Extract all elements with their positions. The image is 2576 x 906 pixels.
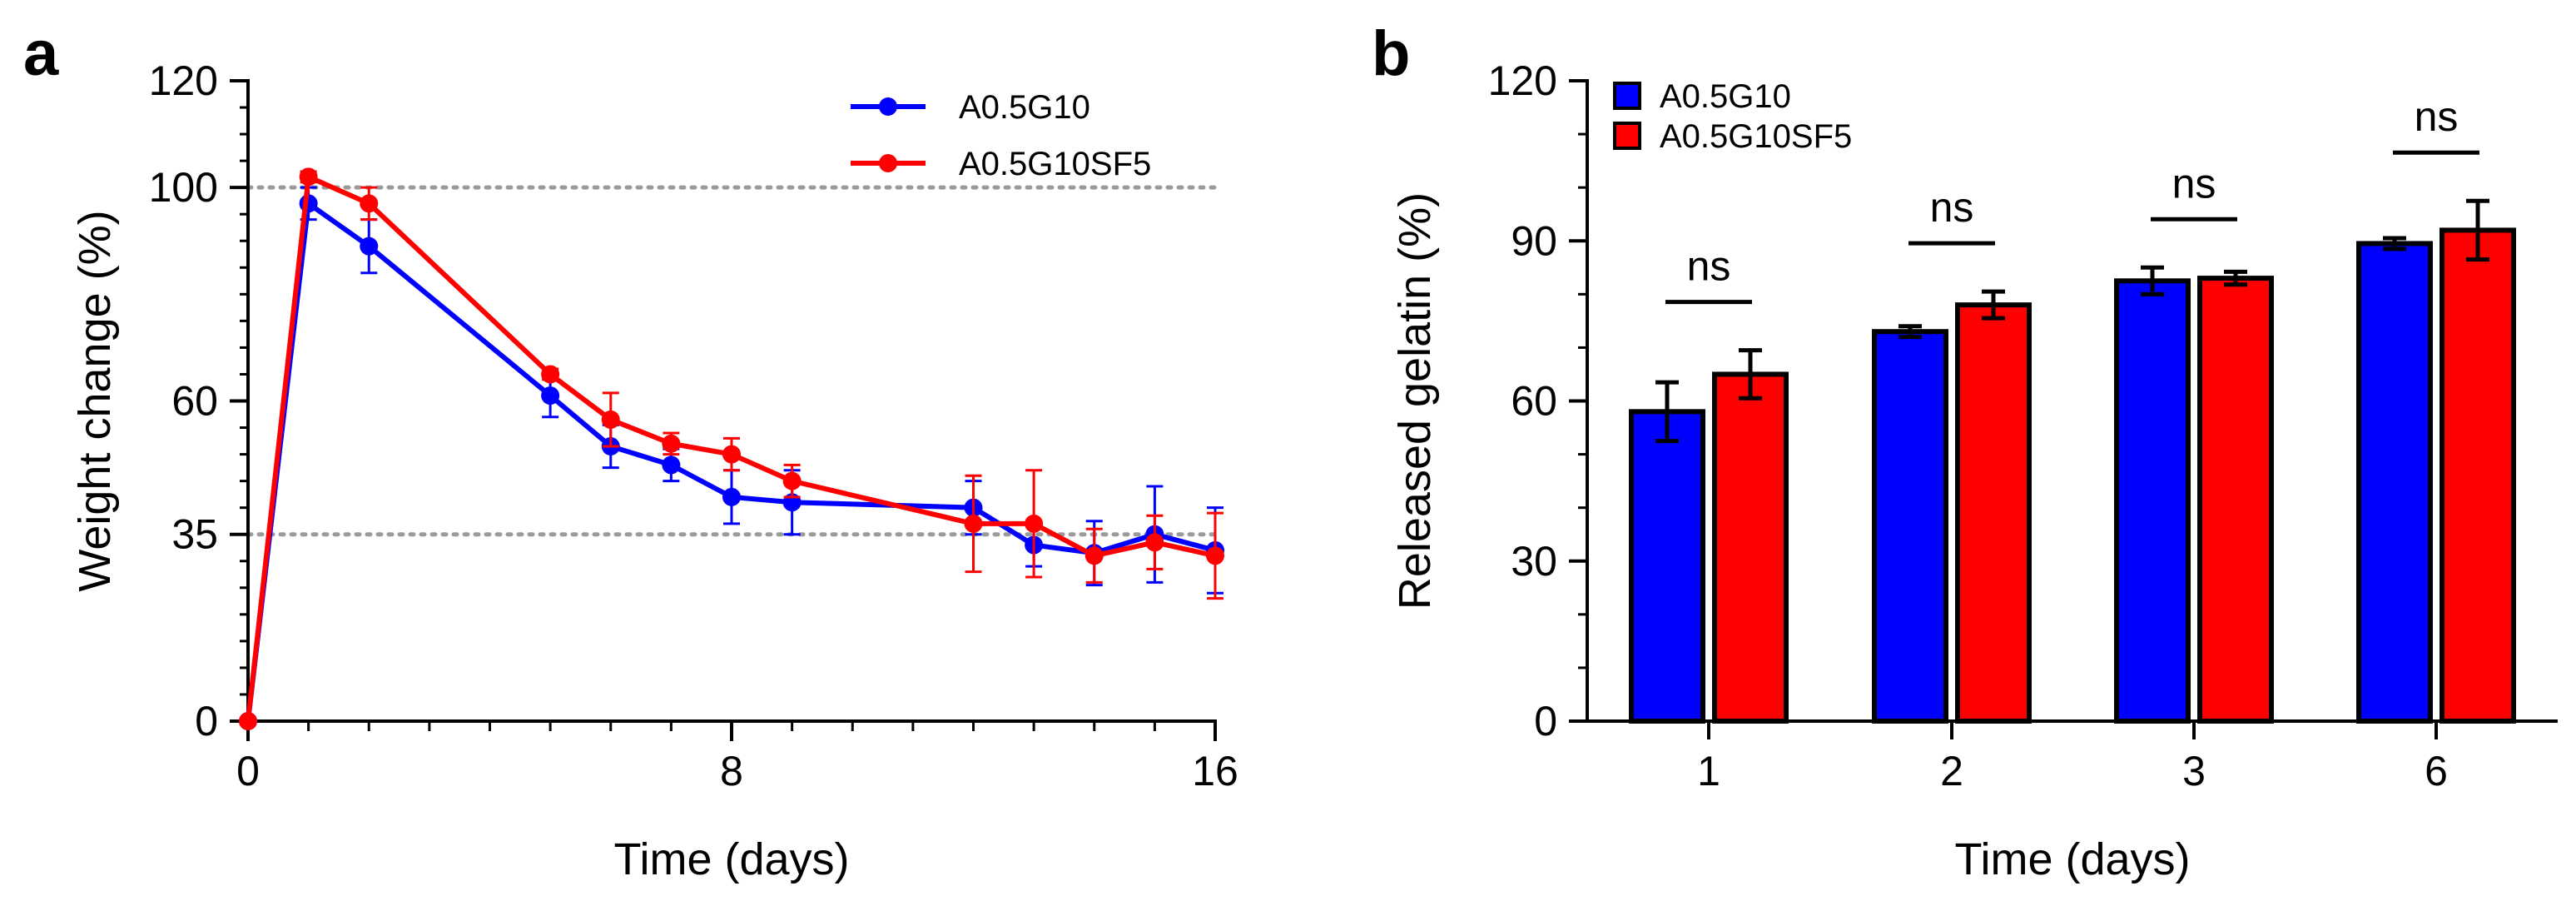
significance-label-day-6: ns xyxy=(2415,93,2459,140)
data-point xyxy=(722,445,741,464)
panel-b-legend: A0.5G10 A0.5G10SF5 xyxy=(1613,78,1852,155)
bar-a0-5g10sf5-day-2 xyxy=(1955,302,2032,724)
bar-a0-5g10sf5-day-1 xyxy=(1712,371,1789,724)
y-tick-label-60: 60 xyxy=(1511,378,1557,425)
panel-a-y-axis-title: Weight change (%) xyxy=(70,210,120,591)
panel-b-letter: b xyxy=(1372,18,1410,89)
y-tick-label-35: 35 xyxy=(171,511,218,558)
panel-b-released-gelatin-chart: 0 30 60 90 120 1 2 3 6 ns ns ns ns Released gelatin… xyxy=(1390,57,2558,884)
panel-a-legend: A0.5G10 A0.5G10SF5 xyxy=(851,89,1151,182)
legend-swatch-a0-5g10sf5 xyxy=(1613,122,1641,150)
bar-a0-5g10-day-6 xyxy=(2356,241,2433,724)
panel-a-letter: a xyxy=(23,18,59,89)
significance-label-day-1: ns xyxy=(1687,243,1731,290)
data-point xyxy=(360,194,379,213)
panel-a-x-axis-title: Time (days) xyxy=(613,834,849,884)
x-tick-label-2: 2 xyxy=(1940,748,1963,794)
data-point xyxy=(662,455,681,475)
data-point xyxy=(964,514,983,533)
legend-marker-a0-5g10sf5 xyxy=(879,154,897,172)
data-point xyxy=(1145,533,1164,552)
y-tick-label-120: 120 xyxy=(149,57,218,104)
panel-b-y-axis-title: Released gelatin (%) xyxy=(1390,192,1440,610)
y-tick-label-0: 0 xyxy=(195,698,218,744)
data-point xyxy=(541,386,560,406)
x-tick-label-3: 3 xyxy=(2182,748,2206,794)
bar-a0-5g10-day-1 xyxy=(1629,409,1705,724)
panel-a-weight-change-chart: 0 35 60 100 120 0 8 16 Weight change (%) Time (… xyxy=(70,57,1238,884)
bar-a0-5g10-day-3 xyxy=(2114,278,2191,724)
legend-swatch-a0-5g10 xyxy=(1613,82,1641,110)
y-tick-label-120: 120 xyxy=(1488,57,1557,104)
panel-b-x-axis-title: Time (days) xyxy=(1954,834,2190,884)
y-tick-label-60: 60 xyxy=(171,378,218,425)
legend-label-a0-5g10: A0.5G10 xyxy=(959,89,1090,126)
x-tick-label-6: 6 xyxy=(2425,748,2448,794)
data-point xyxy=(1025,514,1044,533)
bar-a0-5g10-day-2 xyxy=(1872,329,1948,724)
bar-a0-5g10sf5-day-3 xyxy=(2197,276,2274,724)
data-point xyxy=(299,167,318,187)
data-point xyxy=(541,365,560,384)
data-point xyxy=(1085,546,1104,565)
y-tick-label-30: 30 xyxy=(1511,538,1557,585)
legend-marker-a0-5g10 xyxy=(879,97,897,116)
data-point xyxy=(239,712,257,730)
data-point xyxy=(722,487,741,506)
x-tick-label-0: 0 xyxy=(236,748,260,794)
data-point xyxy=(601,410,620,429)
series-a0-5g10sf5 xyxy=(239,167,1224,730)
significance-label-day-3: ns xyxy=(2172,160,2216,207)
legend-label-a0-5g10sf5: A0.5G10SF5 xyxy=(1660,118,1852,155)
x-tick-label-16: 16 xyxy=(1192,748,1238,794)
data-point xyxy=(360,236,379,256)
data-point xyxy=(1206,546,1224,565)
y-tick-label-0: 0 xyxy=(1534,698,1557,744)
y-tick-label-90: 90 xyxy=(1511,217,1557,264)
bar-a0-5g10sf5-day-6 xyxy=(2440,227,2516,724)
y-tick-label-100: 100 xyxy=(149,164,218,211)
data-point xyxy=(662,434,681,453)
data-point xyxy=(782,471,802,490)
x-tick-label-8: 8 xyxy=(720,748,743,794)
legend-label-a0-5g10: A0.5G10 xyxy=(1660,78,1791,115)
x-tick-label-1: 1 xyxy=(1697,748,1720,794)
significance-label-day-2: ns xyxy=(1930,184,1974,231)
legend-label-a0-5g10sf5: A0.5G10SF5 xyxy=(959,146,1151,182)
